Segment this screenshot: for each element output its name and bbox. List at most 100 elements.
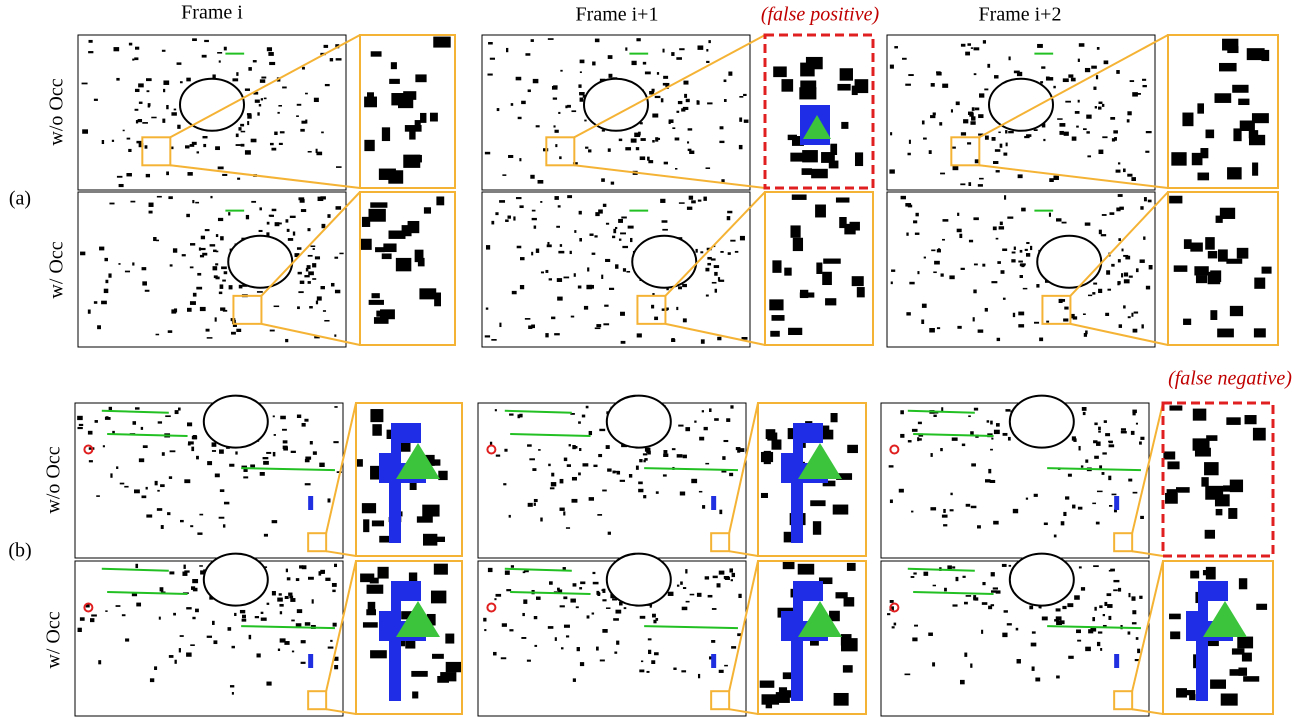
point: [889, 169, 894, 173]
point: [1110, 569, 1115, 572]
zoom-point: [364, 140, 374, 151]
point: [940, 173, 945, 175]
zoom-point: [419, 288, 436, 299]
zoom-point: [430, 113, 438, 122]
point: [101, 301, 107, 305]
point: [104, 289, 109, 293]
point: [1083, 412, 1086, 415]
zoom-point: [1194, 266, 1208, 275]
zoom-point: [1204, 462, 1219, 475]
point: [682, 284, 687, 287]
blind-spot: [180, 79, 244, 131]
point: [712, 608, 717, 610]
zoom-point: [1205, 486, 1223, 500]
point: [261, 77, 266, 79]
point: [1108, 476, 1111, 480]
point: [124, 486, 128, 488]
point: [182, 572, 187, 576]
point: [1030, 246, 1032, 250]
point: [636, 38, 640, 41]
point: [260, 472, 265, 476]
point: [1094, 456, 1099, 459]
point: [1124, 272, 1128, 276]
zoom-point: [378, 567, 389, 579]
point: [484, 629, 486, 631]
zoom-point: [790, 153, 803, 162]
point: [589, 431, 592, 435]
point: [308, 271, 314, 275]
point: [301, 640, 306, 643]
point: [998, 132, 1000, 134]
zoom-point: [813, 521, 821, 535]
point: [589, 234, 593, 236]
point: [505, 219, 509, 221]
point: [1142, 79, 1146, 81]
point: [726, 418, 730, 422]
point: [114, 47, 120, 51]
point: [572, 477, 577, 481]
point: [683, 107, 688, 110]
point: [274, 132, 277, 135]
point: [1005, 130, 1007, 133]
point: [267, 603, 270, 605]
point: [993, 587, 998, 589]
point: [1085, 647, 1091, 651]
point: [607, 468, 611, 471]
point: [608, 55, 613, 59]
row-label: w/ Occ: [46, 241, 68, 298]
point: [918, 438, 922, 440]
point: [606, 445, 610, 449]
point: [677, 585, 679, 587]
point: [979, 93, 984, 97]
row-label: w/ Occ: [43, 611, 65, 668]
point: [727, 216, 731, 220]
point: [567, 195, 572, 198]
point: [109, 407, 112, 411]
point: [1087, 155, 1091, 157]
point: [703, 197, 706, 201]
point: [1039, 338, 1043, 342]
point: [1063, 78, 1069, 82]
point: [952, 147, 956, 149]
point: [301, 121, 305, 124]
zoom-point: [788, 328, 802, 335]
column-header: Frame i+2: [979, 4, 1062, 26]
point: [1110, 117, 1115, 120]
point: [952, 437, 958, 440]
point: [928, 633, 933, 636]
point: [943, 524, 947, 526]
point: [316, 301, 318, 305]
point: [207, 337, 213, 339]
point: [1075, 111, 1080, 114]
point: [285, 339, 288, 342]
zoom-point: [1190, 243, 1203, 252]
point: [190, 644, 195, 646]
point: [580, 71, 582, 73]
point: [620, 312, 625, 316]
point: [933, 585, 936, 587]
point: [1063, 318, 1068, 321]
blind-spot: [228, 236, 292, 288]
point: [136, 120, 138, 123]
point: [1102, 452, 1106, 454]
point: [135, 109, 139, 111]
point: [147, 90, 150, 92]
point: [1085, 330, 1088, 334]
point: [502, 174, 506, 176]
zoom-point: [1210, 310, 1217, 320]
zoom-point: [837, 84, 850, 91]
point: [1136, 268, 1139, 272]
zoom-point: [1237, 248, 1249, 259]
point: [550, 487, 555, 489]
point: [613, 618, 619, 621]
point: [531, 325, 535, 329]
point: [210, 196, 212, 198]
point: [729, 473, 733, 476]
point: [668, 592, 674, 596]
point: [585, 147, 588, 149]
point: [1102, 104, 1104, 107]
zoom-point: [1230, 669, 1239, 676]
point: [320, 286, 324, 289]
point: [267, 47, 272, 51]
point: [638, 489, 643, 492]
